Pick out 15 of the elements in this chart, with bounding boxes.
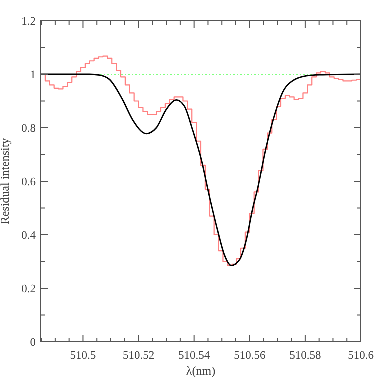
y-tick-label: 1.2 xyxy=(22,16,36,28)
x-tick-label: 510.6 xyxy=(348,350,374,362)
x-tick-label: 510.56 xyxy=(234,350,266,362)
x-tick-label: 510.54 xyxy=(178,350,210,362)
y-axis-title: Residual intensity xyxy=(0,138,12,225)
y-tick-label: 0.8 xyxy=(22,123,36,135)
y-tick-label: 0.4 xyxy=(22,230,36,242)
y-tick-label: 0 xyxy=(30,337,36,349)
x-axis-title: λ(nm) xyxy=(186,364,216,378)
x-tick-label: 510.52 xyxy=(122,350,155,362)
y-tick-label: 0.6 xyxy=(22,176,36,188)
y-tick-label: 1 xyxy=(30,70,36,82)
x-tick-label: 510.5 xyxy=(70,350,96,362)
y-tick-label: 0.2 xyxy=(22,284,36,296)
x-tick-label: 510.58 xyxy=(290,350,322,362)
